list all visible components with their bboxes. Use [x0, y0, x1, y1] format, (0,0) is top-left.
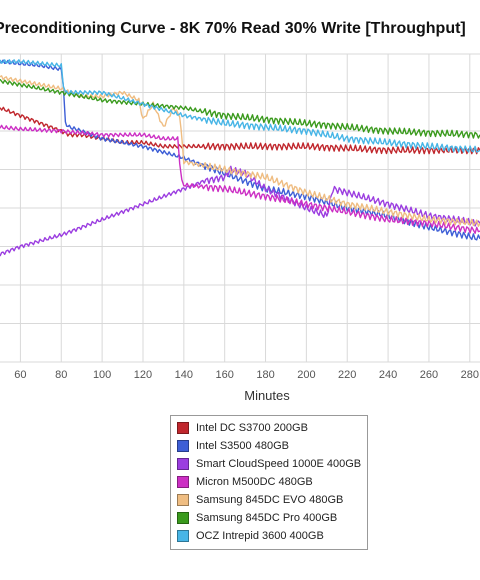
legend-item: Samsung 845DC EVO 480GB — [171, 491, 367, 509]
legend-swatch — [177, 530, 189, 542]
x-tick-labels: 60 80 100 120 140 160 180 200 220 240 260 280 — [14, 369, 479, 381]
x-tick-label: 280 — [461, 369, 479, 381]
legend-label: Intel S3500 480GB — [196, 440, 289, 452]
legend-swatch — [177, 458, 189, 470]
x-tick-label: 60 — [14, 369, 26, 381]
legend-swatch — [177, 440, 189, 452]
legend-label: Smart CloudSpeed 1000E 400GB — [196, 458, 362, 470]
legend-swatch — [177, 422, 189, 434]
legend-item: Samsung 845DC Pro 400GB — [171, 509, 367, 527]
series-line-4 — [0, 124, 480, 235]
legend-label: Samsung 845DC Pro 400GB — [196, 512, 338, 524]
x-tick-label: 140 — [175, 369, 193, 381]
series-line-6 — [0, 78, 480, 139]
series-line-7 — [0, 59, 480, 153]
legend-label: OCZ Intrepid 3600 400GB — [196, 530, 324, 542]
chart-legend: Intel DC S3700 200GB Intel S3500 480GB Sma… — [170, 415, 368, 550]
legend-item: Micron M500DC 480GB — [171, 473, 367, 491]
x-tick-label: 160 — [216, 369, 234, 381]
x-tick-label: 120 — [134, 369, 152, 381]
legend-swatch — [177, 494, 189, 506]
legend-label: Micron M500DC 480GB — [196, 476, 313, 488]
legend-item: Intel DC S3700 200GB — [171, 419, 367, 437]
legend-item: OCZ Intrepid 3600 400GB — [171, 527, 367, 545]
x-axis-title: Minutes — [244, 388, 290, 403]
x-tick-label: 80 — [55, 369, 67, 381]
legend-swatch — [177, 476, 189, 488]
series-line-5 — [0, 75, 480, 228]
x-tick-label: 220 — [338, 369, 356, 381]
legend-item: Intel S3500 480GB — [171, 437, 367, 455]
x-tick-label: 260 — [420, 369, 438, 381]
legend-item: Smart CloudSpeed 1000E 400GB — [171, 455, 367, 473]
series-lines — [0, 59, 480, 257]
legend-label: Intel DC S3700 200GB — [196, 422, 308, 434]
x-tick-label: 200 — [297, 369, 315, 381]
chart-title: Preconditioning Curve - 8K 70% Read 30% … — [0, 20, 466, 37]
x-tick-label: 100 — [93, 369, 111, 381]
x-tick-label: 240 — [379, 369, 397, 381]
legend-swatch — [177, 512, 189, 524]
legend-label: Samsung 845DC EVO 480GB — [196, 494, 344, 506]
x-tick-label: 180 — [256, 369, 274, 381]
